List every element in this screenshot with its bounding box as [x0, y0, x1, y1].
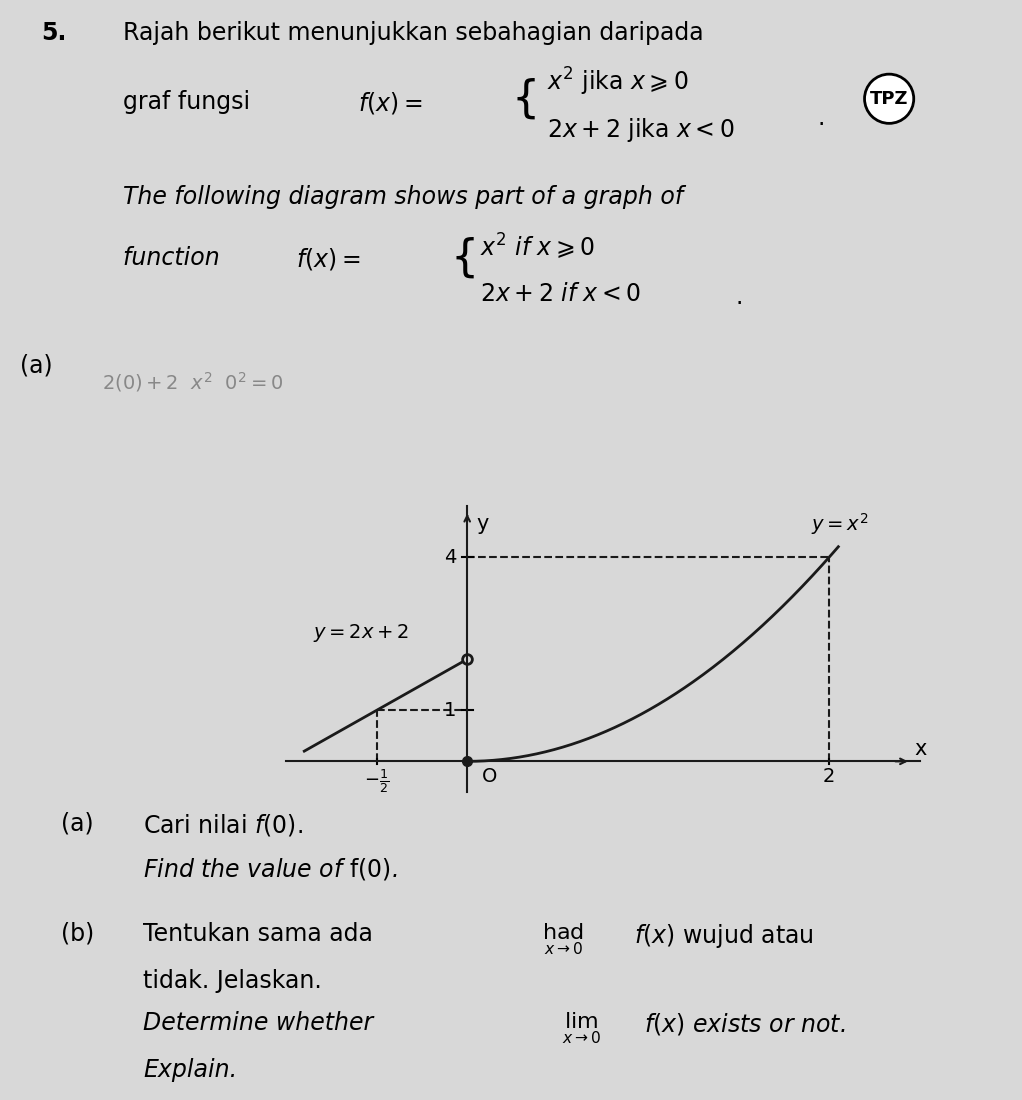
Text: $f(x) = $: $f(x) = $	[296, 245, 361, 272]
Text: $\underset{x \to 0}{\mathrm{had}}$: $\underset{x \to 0}{\mathrm{had}}$	[542, 922, 584, 957]
Text: Rajah berikut menunjukkan sebahagian daripada: Rajah berikut menunjukkan sebahagian dar…	[123, 21, 703, 45]
Text: TPZ: TPZ	[870, 90, 909, 108]
Text: .: .	[736, 285, 743, 309]
Text: 1: 1	[444, 701, 457, 719]
Text: $\underset{x \to 0}{\lim}$: $\underset{x \to 0}{\lim}$	[562, 1011, 602, 1046]
Text: (b): (b)	[61, 922, 95, 946]
Text: function: function	[123, 245, 227, 270]
Text: $y = x^2$: $y = x^2$	[811, 510, 869, 537]
Text: $x^2$ if $x \geqslant 0$: $x^2$ if $x \geqslant 0$	[480, 232, 596, 263]
Text: graf fungsi: graf fungsi	[123, 90, 258, 113]
Text: y: y	[476, 514, 489, 534]
Text: $f(x) = $: $f(x) = $	[358, 90, 422, 116]
Text: tidak. Jelaskan.: tidak. Jelaskan.	[143, 969, 322, 993]
Text: 5.: 5.	[41, 21, 66, 45]
Text: $2(0)+2$  $x^2$  $0^2 = 0$: $2(0)+2$ $x^2$ $0^2 = 0$	[102, 370, 284, 394]
Text: O: O	[481, 768, 497, 786]
Text: $2x + 2$ jika $x < 0$: $2x + 2$ jika $x < 0$	[547, 117, 735, 144]
Text: (a): (a)	[61, 812, 94, 836]
Text: The following diagram shows part of a graph of: The following diagram shows part of a gr…	[123, 185, 683, 209]
Text: Determine whether: Determine whether	[143, 1011, 381, 1035]
Text: $\{$: $\{$	[511, 77, 536, 121]
Text: $f(x)$ exists or not.: $f(x)$ exists or not.	[644, 1011, 845, 1037]
Text: Find the value of $\mathrm{f(0)}$.: Find the value of $\mathrm{f(0)}$.	[143, 857, 398, 882]
Text: $2x + 2$ if $x < 0$: $2x + 2$ if $x < 0$	[480, 283, 642, 307]
Text: 4: 4	[444, 548, 457, 566]
Text: .: .	[818, 106, 825, 130]
Text: Explain.: Explain.	[143, 1058, 237, 1082]
Text: $-\frac{1}{2}$: $-\frac{1}{2}$	[364, 768, 389, 795]
Text: $\{$: $\{$	[450, 235, 474, 279]
Text: $y = 2x + 2$: $y = 2x + 2$	[314, 621, 410, 643]
Text: Cari nilai $f(0)$.: Cari nilai $f(0)$.	[143, 812, 304, 838]
Text: 2: 2	[823, 768, 835, 786]
Text: $x^2$ jika $x \geqslant 0$: $x^2$ jika $x \geqslant 0$	[547, 66, 689, 98]
Text: Tentukan sama ada: Tentukan sama ada	[143, 922, 380, 946]
Text: $f(x)$ wujud atau: $f(x)$ wujud atau	[634, 922, 814, 949]
Text: x: x	[915, 739, 927, 759]
Text: (a): (a)	[20, 354, 53, 377]
